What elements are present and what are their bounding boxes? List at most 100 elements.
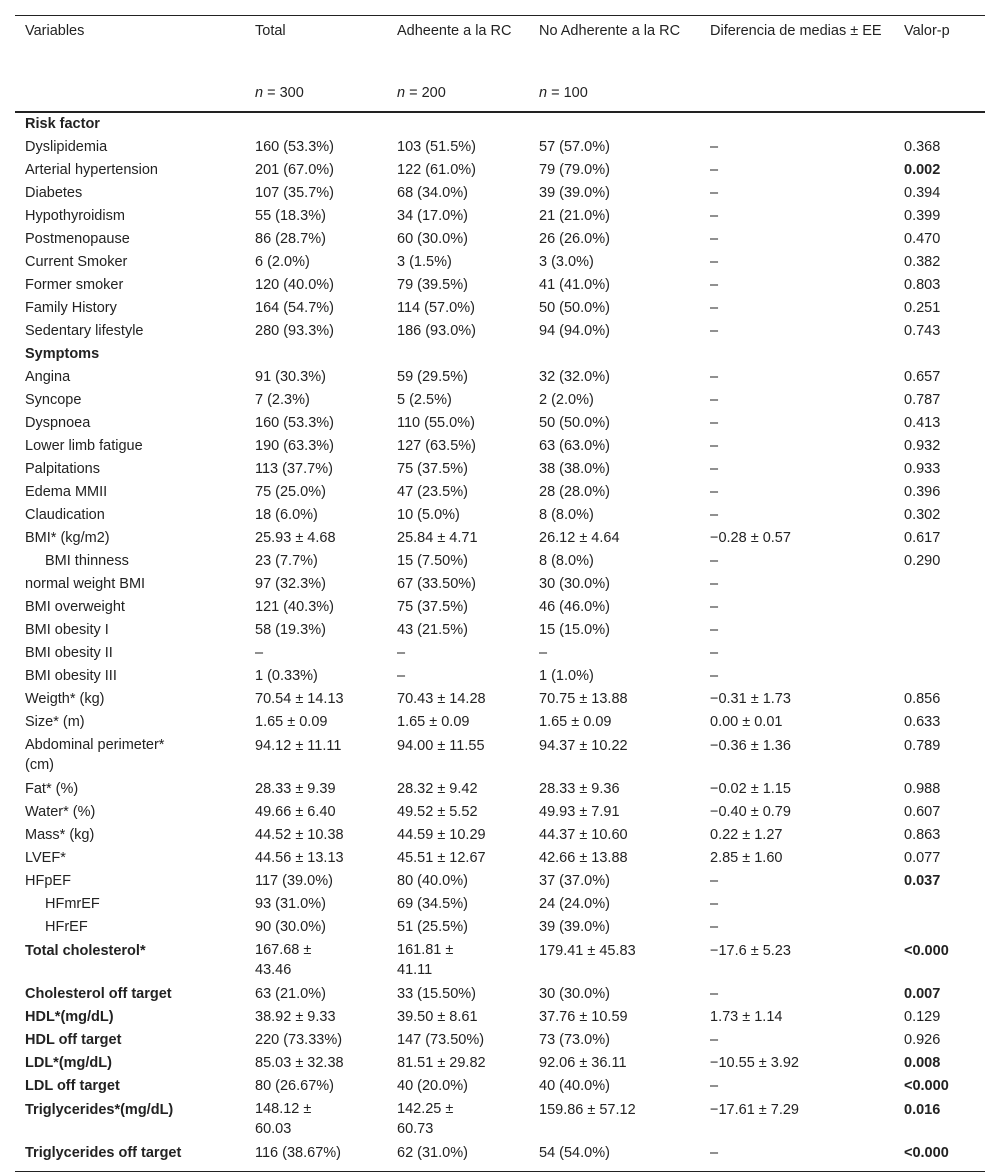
cell-total: 25.93 ± 4.68 — [245, 527, 387, 550]
cell-mean-difference: – — [700, 665, 902, 688]
cell-variable: Sedentary lifestyle — [15, 320, 245, 343]
cell-non-adherent: 46 (46.0%) — [529, 596, 700, 619]
cell-text: 59 (29.5%) — [397, 369, 468, 385]
cell-mean-difference: – — [700, 573, 902, 596]
cell-mean-difference: 0.00 ± 0.01 — [700, 711, 902, 734]
cell-text: 1.65 ± 0.09 — [397, 714, 470, 730]
cell-adherent: 62 (31.0%) — [387, 1142, 529, 1165]
table-row: BMI obesity II – – – – — [15, 642, 985, 665]
cell-text: 23 (7.7%) — [255, 553, 318, 569]
cell-text: BMI thinness — [45, 553, 129, 569]
header-adherent: Adheente a la RC — [397, 23, 512, 39]
cell-text: HFmrEF — [45, 896, 100, 912]
cell-total: 44.56 ± 13.13 — [245, 847, 387, 870]
cell-total: 93 (31.0%) — [245, 893, 387, 916]
cell-mean-difference: – — [700, 412, 902, 435]
cell-total: 80 (26.67%) — [245, 1075, 387, 1098]
cell-mean-difference: – — [700, 870, 902, 893]
cell-text: Symptoms — [25, 346, 100, 362]
cell-mean-difference: – — [700, 366, 902, 389]
cell-text: 91 (30.3%) — [255, 369, 326, 385]
cell-text: 280 (93.3%) — [255, 323, 334, 339]
cell-text: 46 (46.0%) — [539, 599, 610, 615]
cell-non-adherent: 15 (15.0%) — [529, 619, 700, 642]
cell-text: 0.787 — [904, 392, 941, 408]
cell-adherent: 10 (5.0%) — [387, 504, 529, 527]
cell-text: HFpEF — [25, 873, 71, 889]
header-p-value: Valor-p — [904, 23, 950, 39]
cell-text: 0.988 — [904, 781, 941, 797]
cell-text: 37 (37.0%) — [539, 873, 610, 889]
cell-variable: HDL off target — [15, 1029, 245, 1052]
cell-variable: Triglycerides off target — [15, 1142, 245, 1165]
cell-text: 0.382 — [904, 254, 941, 270]
cell-adherent: 70.43 ± 14.28 — [387, 688, 529, 711]
cell-text: 160 (53.3%) — [255, 415, 334, 431]
cell-text: – — [710, 369, 719, 385]
cell-p-value: 0.008 — [902, 1052, 985, 1075]
cell-total: 167.68 ± 43.46 — [245, 940, 387, 982]
cell-p-value: 0.926 — [902, 1029, 985, 1052]
cell-text: 28 (28.0%) — [539, 484, 610, 500]
cell-text: 0.290 — [904, 553, 941, 569]
cell-mean-difference: – — [700, 159, 902, 182]
cell-adherent: 127 (63.5%) — [387, 435, 529, 458]
cell-variable: Current Smoker — [15, 251, 245, 274]
cell-text: −10.55 ± 3.92 — [710, 1055, 799, 1071]
table-row: HFpEF 117 (39.0%) 80 (40.0%) 37 (37.0%) – 0.0… — [15, 870, 985, 893]
cell-adherent: 75 (37.5%) — [387, 458, 529, 481]
cell-text: BMI overweight — [25, 599, 125, 615]
cell-text: HFrEF — [45, 919, 88, 935]
table-row: Hypothyroidism 55 (18.3%) 34 (17.0%) 21 (21… — [15, 205, 985, 228]
cell-p-value — [902, 573, 985, 596]
cell-text: 57 (57.0%) — [539, 139, 610, 155]
cell-total: 201 (67.0%) — [245, 159, 387, 182]
cell-text: Hypothyroidism — [25, 208, 125, 224]
cell-total — [245, 113, 387, 136]
cell-text: 147 (73.50%) — [397, 1032, 485, 1048]
table-row: Triglycerides off target 116 (38.67%) 62 (… — [15, 1142, 985, 1165]
cell-text: 75 (25.0%) — [255, 484, 326, 500]
cell-text: – — [710, 507, 719, 523]
table-body: Risk factor Dyslipidemia 160 (53.3%) 103 (5… — [15, 113, 985, 1165]
cell-variable: LDL*(mg/dL) — [15, 1052, 245, 1075]
data-table: Variables Total Adheente a la RC No Adhe… — [15, 15, 985, 1172]
cell-non-adherent: 179.41 ± 45.83 — [529, 940, 700, 982]
cell-text: 26 (26.0%) — [539, 231, 610, 247]
cell-text: 0.129 — [904, 1009, 941, 1025]
cell-mean-difference: – — [700, 550, 902, 573]
cell-mean-difference: −17.6 ± 5.23 — [700, 940, 902, 982]
cell-text: 1.65 ± 0.09 — [539, 714, 612, 730]
cell-text: 30 (30.0%) — [539, 986, 610, 1002]
table-row: Dyspnoea 160 (53.3%) 110 (55.0%) 50 (50.0%)… — [15, 412, 985, 435]
cell-text: 179.41 ± 45.83 — [539, 943, 636, 959]
cell-text: 26.12 ± 4.64 — [539, 530, 620, 546]
cell-text: 40 (40.0%) — [539, 1078, 610, 1094]
cell-adherent: 80 (40.0%) — [387, 870, 529, 893]
cell-text: −0.31 ± 1.73 — [710, 691, 791, 707]
cell-p-value: 0.368 — [902, 136, 985, 159]
cell-non-adherent: 94 (94.0%) — [529, 320, 700, 343]
cell-variable: Postmenopause — [15, 228, 245, 251]
cell-mean-difference: – — [700, 297, 902, 320]
cell-variable: HFpEF — [15, 870, 245, 893]
cell-p-value: 0.988 — [902, 778, 985, 801]
cell-text: 113 (37.7%) — [255, 461, 333, 477]
cell-total: 120 (40.0%) — [245, 274, 387, 297]
cell-text: 45.51 ± 12.67 — [397, 850, 486, 866]
cell-variable: BMI obesity I — [15, 619, 245, 642]
cell-text: −0.36 ± 1.36 — [710, 738, 791, 754]
cell-text: 25.93 ± 4.68 — [255, 530, 336, 546]
header-total: Total — [255, 23, 286, 39]
cell-text: 142.25 ± 60.73 — [397, 1101, 454, 1137]
cell-variable: Fat* (%) — [15, 778, 245, 801]
cell-p-value: 0.037 — [902, 870, 985, 893]
cell-text: 70.43 ± 14.28 — [397, 691, 486, 707]
cell-text: BMI obesity I — [25, 622, 109, 638]
cell-adherent: 69 (34.5%) — [387, 893, 529, 916]
cell-total: 148.12 ± 60.03 — [245, 1099, 387, 1141]
cell-text: 32 (32.0%) — [539, 369, 610, 385]
cell-text: – — [710, 599, 719, 615]
cell-text: – — [397, 645, 406, 661]
cell-p-value — [902, 916, 985, 939]
